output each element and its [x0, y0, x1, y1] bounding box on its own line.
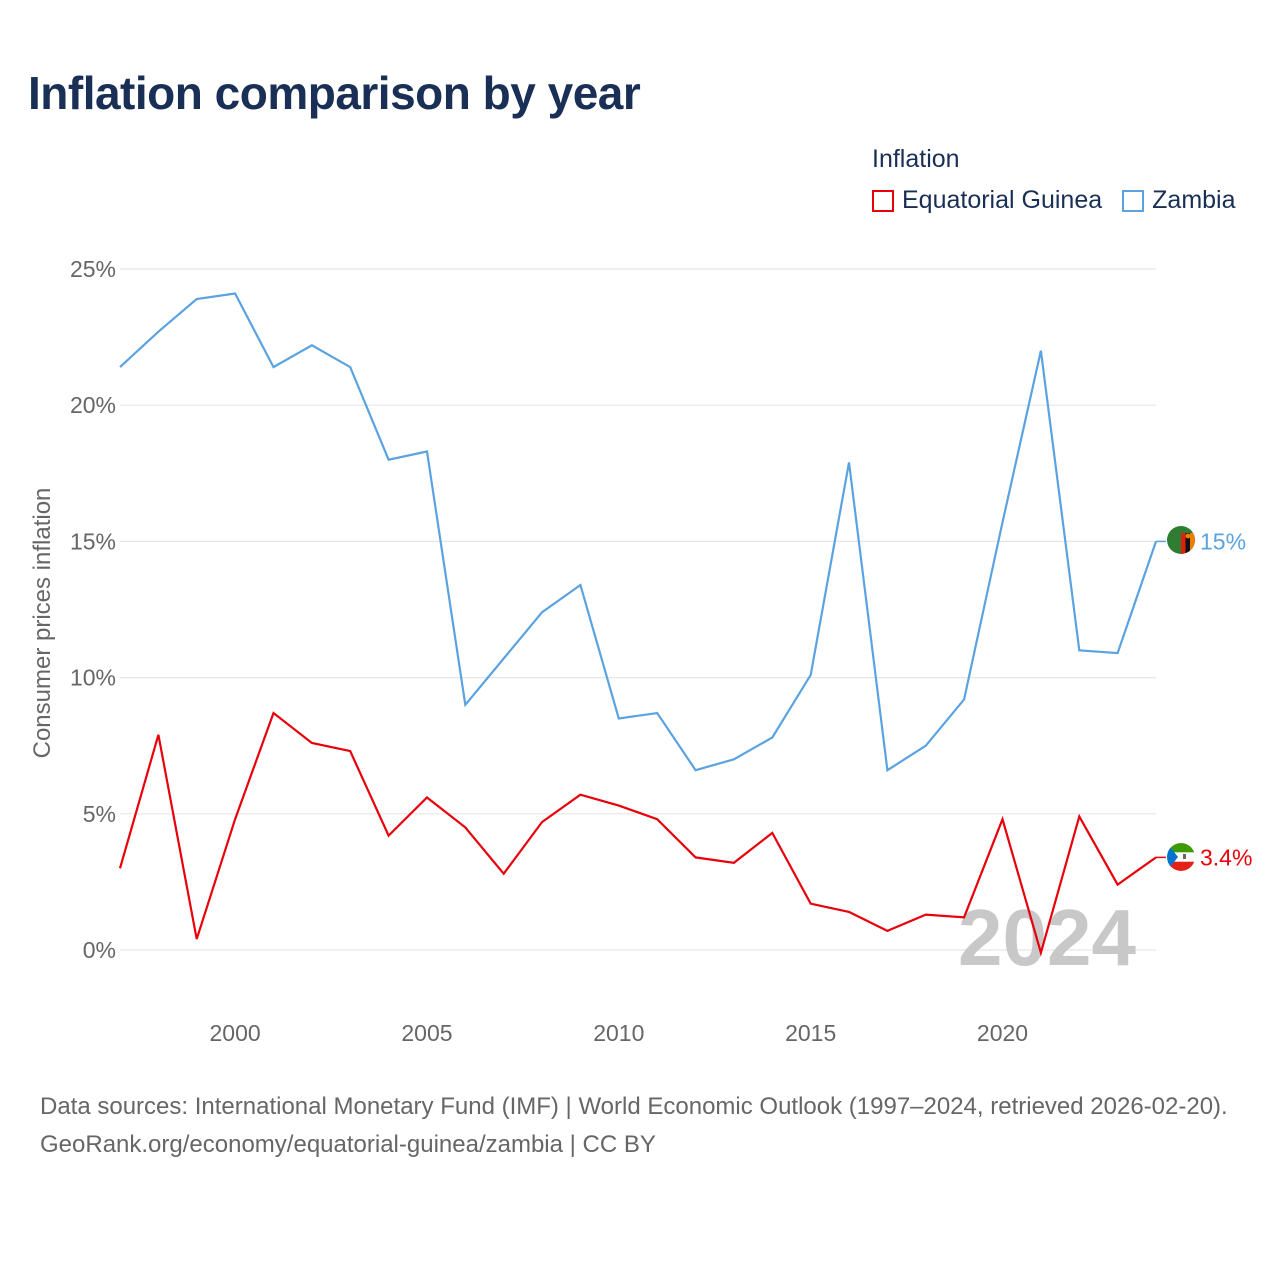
legend: Equatorial Guinea Zambia [872, 186, 1236, 215]
y-tick-label: 0% [83, 937, 116, 963]
x-tick-label: 2020 [977, 1020, 1028, 1046]
legend-swatch-zambia [1122, 189, 1145, 212]
y-axis-label: Consumer prices inflation [29, 488, 56, 759]
end-label-equatorial-guinea: 3.4% [1200, 844, 1252, 870]
y-tick-label: 15% [70, 528, 116, 554]
end-label-zambia: 15% [1200, 528, 1246, 554]
x-tick-label: 2005 [401, 1020, 452, 1046]
x-tick-label: 2015 [785, 1020, 836, 1046]
legend-label-zambia: Zambia [1152, 186, 1236, 214]
equatorial-guinea-flag-icon [1167, 843, 1195, 871]
legend-item-zambia[interactable]: Zambia [1122, 186, 1236, 215]
series-line-equatorial-guinea [118, 711, 1157, 957]
y-axis-ticks: 0% 5% 10% 15% 20% 25% [70, 256, 116, 963]
y-tick-label: 25% [70, 256, 116, 282]
zambia-flag-icon [1167, 526, 1195, 554]
legend-title: Inflation [872, 145, 960, 173]
footer: Data sources: International Monetary Fun… [40, 1088, 1250, 1164]
series-lines [118, 292, 1158, 957]
y-tick-label: 10% [70, 665, 116, 691]
credit-link[interactable]: GeoRank.org/economy/equatorial-guinea/za… [40, 1131, 656, 1158]
data-sources: Data sources: International Monetary Fun… [40, 1093, 1228, 1120]
chart-title: Inflation comparison by year [28, 67, 641, 119]
year-watermark: 2024 [958, 893, 1136, 982]
y-tick-label: 5% [83, 801, 116, 827]
series-line-zambia [119, 292, 1158, 773]
legend-swatch-equatorial-guinea [872, 189, 894, 212]
x-axis-ticks: 2000 2005 2010 2015 2020 [210, 1020, 1029, 1046]
x-tick-label: 2000 [210, 1020, 261, 1046]
line-chart: 2024 0%5%10%15%20%25% 2000 2005 2010 2015 20… [29, 256, 1252, 1046]
gridlines [120, 268, 1156, 951]
y-tick-label: 20% [70, 392, 116, 418]
legend-label-equatorial-guinea: Equatorial Guinea [902, 186, 1103, 214]
end-labels: 15% 3.4% [1156, 528, 1252, 870]
x-tick-label: 2010 [593, 1020, 644, 1046]
legend-item-equatorial-guinea[interactable]: Equatorial Guinea [872, 186, 1102, 215]
